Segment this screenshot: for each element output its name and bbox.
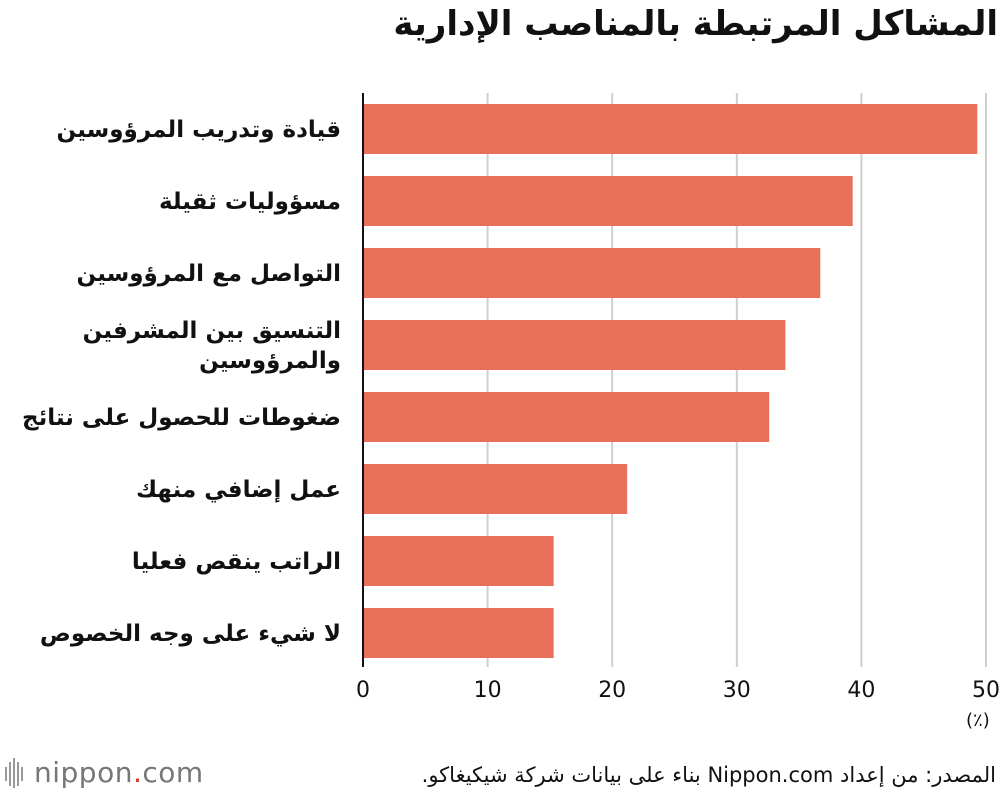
bar	[363, 320, 786, 370]
bars	[363, 104, 978, 658]
category-label: قيادة وتدريب المرؤوسين	[57, 117, 341, 143]
category-label: ضغوطات للحصول على نتائج	[22, 405, 341, 431]
x-tick-label: 20	[598, 678, 626, 703]
bar	[363, 536, 554, 586]
bar	[363, 176, 853, 226]
source-note: المصدر: من إعداد Nippon.com بناء على بيا…	[421, 763, 996, 787]
x-tick-label: 50	[972, 678, 1000, 703]
category-labels: قيادة وتدريب المرؤوسين مسؤوليات ثقيلة التو…	[22, 117, 341, 647]
unit-label: (٪)	[966, 710, 990, 731]
nippon-logo-icon	[5, 757, 23, 788]
x-tick-label: 30	[723, 678, 751, 703]
category-label: لا شيء على وجه الخصوص	[40, 621, 341, 647]
nippon-logo: nippon.com	[4, 756, 204, 789]
x-tick-labels: 0 10 20 30 40 50	[356, 678, 1000, 703]
bar	[363, 104, 978, 154]
category-label: الراتب ينقص فعليا	[132, 549, 341, 575]
bar	[363, 464, 628, 514]
bar	[363, 608, 554, 658]
x-tick-label: 0	[356, 678, 370, 703]
category-label: التواصل مع المرؤوسين	[77, 261, 341, 287]
bar	[363, 392, 770, 442]
x-tick-label: 40	[847, 678, 875, 703]
chart-title: المشاكل المرتبطة بالمناصب الإدارية	[393, 4, 998, 44]
category-label: التنسيق بين المشرفين	[83, 318, 341, 344]
category-label: والمرؤوسين	[199, 348, 341, 374]
x-tick-label: 10	[474, 678, 502, 703]
logo-text: nippon.com	[34, 756, 204, 789]
category-label: عمل إضافي منهك	[136, 477, 341, 503]
category-label: مسؤوليات ثقيلة	[159, 189, 341, 215]
bar	[363, 248, 821, 298]
